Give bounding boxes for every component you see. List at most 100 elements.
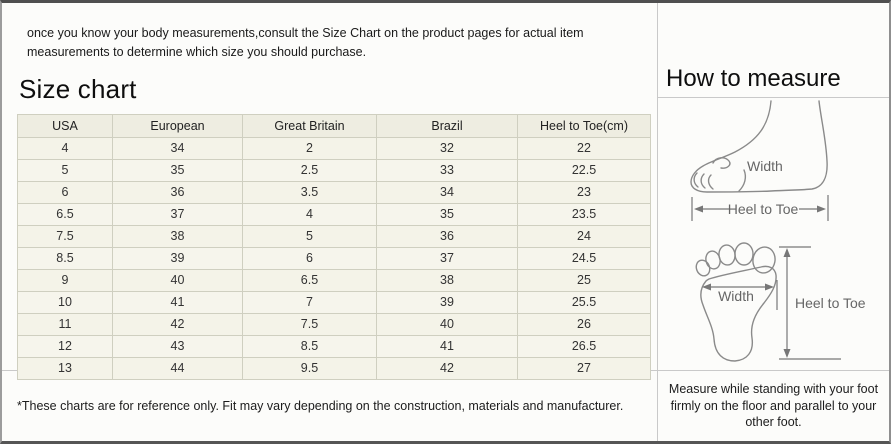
table-cell: 7.5: [17, 224, 113, 248]
table-cell: 41: [376, 334, 518, 358]
table-cell: 5: [17, 158, 113, 182]
table-cell: 3.5: [242, 180, 377, 204]
table-cell: 34: [112, 136, 243, 160]
table-cell: 40: [112, 268, 243, 292]
table-cell: 43: [112, 334, 243, 358]
toe-line: [707, 173, 714, 190]
up-arrow-icon: [783, 247, 790, 257]
left-arrow-icon: [693, 205, 703, 212]
table-cell: 33: [376, 158, 518, 182]
table-cell: 44: [112, 356, 243, 380]
table-cell: 42: [376, 356, 518, 380]
sole-heel-to-toe-label: Heel to Toe: [795, 295, 866, 311]
table-cell: 6: [17, 180, 113, 204]
how-to-measure-title: How to measure: [658, 3, 889, 98]
table-cell: 38: [376, 268, 518, 292]
table-cell: 12: [17, 334, 113, 358]
table-cell: 4: [17, 136, 113, 160]
side-foot-sketch: Width Heel to Toe: [689, 99, 829, 221]
instep-line: [711, 156, 731, 169]
table-cell: 37: [112, 202, 243, 226]
table-cell: 35: [376, 202, 518, 226]
how-to-measure-section: How to measure Width: [658, 3, 889, 371]
reference-footnote: *These charts are for reference only. Fi…: [2, 371, 658, 441]
table-row: 10 41 7 39 25.5: [17, 290, 651, 314]
header-heel-to-toe: Heel to Toe(cm): [517, 113, 651, 138]
table-row: 9 40 6.5 38 25: [17, 268, 651, 292]
header-great-britain: Great Britain: [242, 113, 377, 138]
left-arrow-icon: [701, 283, 711, 290]
table-cell: 40: [376, 312, 518, 336]
header-european: European: [112, 113, 243, 138]
table-cell: 2: [242, 136, 377, 160]
table-cell: 25.5: [517, 290, 651, 314]
table-cell: 11: [17, 312, 113, 336]
sole-foot-sketch: Width Heel to Toe: [695, 241, 866, 362]
table-cell: 38: [112, 224, 243, 248]
sole-outline: [699, 265, 777, 362]
table-cell: 22.5: [517, 158, 651, 182]
table-row: 6 36 3.5 34 23: [17, 180, 651, 204]
table-row: 8.5 39 6 37 24.5: [17, 246, 651, 270]
toe-line: [699, 172, 706, 189]
table-cell: 32: [376, 136, 518, 160]
side-foot-diagram: Width Heel to Toe: [658, 98, 889, 229]
big-toe: [751, 245, 776, 274]
sole-width-label: Width: [718, 288, 754, 304]
table-cell: 2.5: [242, 158, 377, 182]
table-cell: 6.5: [242, 268, 377, 292]
table-cell: 37: [376, 246, 518, 270]
table-cell: 7: [242, 290, 377, 314]
table-cell: 8.5: [242, 334, 377, 358]
table-cell: 6.5: [17, 202, 113, 226]
table-header: USA European Great Britain Brazil Heel t…: [17, 113, 651, 138]
table-cell: 23: [517, 180, 651, 204]
side-heel-to-toe-label: Heel to Toe: [727, 201, 798, 217]
little-toe: [695, 258, 710, 277]
table-body: 4 34 2 32 22 5 35 2.5 33 22.5 6 36 3.5 34 23 6.5 37 4 3…: [17, 136, 651, 380]
table-cell: 27: [517, 356, 651, 380]
intro-text: once you know your body measurements,con…: [27, 26, 584, 59]
header-brazil: Brazil: [376, 113, 518, 138]
table-cell: 35: [112, 158, 243, 182]
table-cell: 34: [376, 180, 518, 204]
table-header-row: USA European Great Britain Brazil Heel t…: [17, 113, 651, 138]
table-cell: 13: [17, 356, 113, 380]
table-cell: 42: [112, 312, 243, 336]
table-cell: 6: [242, 246, 377, 270]
table-row: 6.5 37 4 35 23.5: [17, 202, 651, 226]
table-cell: 36: [376, 224, 518, 248]
table-cell: 5: [242, 224, 377, 248]
table-cell: 39: [376, 290, 518, 314]
table-row: 12 43 8.5 41 26.5: [17, 334, 651, 358]
table-cell: 7.5: [242, 312, 377, 336]
size-conversion-table: USA European Great Britain Brazil Heel t…: [17, 113, 651, 380]
table-cell: 8.5: [17, 246, 113, 270]
table-cell: 23.5: [517, 202, 651, 226]
table-cell: 9.5: [242, 356, 377, 380]
table-row: 4 34 2 32 22: [17, 136, 651, 160]
table-row: 13 44 9.5 42 27: [17, 356, 651, 380]
size-chart-section: once you know your body measurements,con…: [2, 3, 658, 380]
table-cell: 25: [517, 268, 651, 292]
foot-outline: [689, 99, 828, 193]
header-usa: USA: [17, 113, 113, 138]
down-arrow-icon: [783, 348, 790, 358]
table-cell: 9: [17, 268, 113, 292]
table-cell: 36: [112, 180, 243, 204]
toe: [733, 241, 754, 266]
table-cell: 26.5: [517, 334, 651, 358]
side-width-label: Width: [747, 158, 783, 174]
table-row: 7.5 38 5 36 24: [17, 224, 651, 248]
table-cell: 39: [112, 246, 243, 270]
table-cell: 22: [517, 136, 651, 160]
table-cell: 26: [517, 312, 651, 336]
table-row: 5 35 2.5 33 22.5: [17, 158, 651, 182]
table-cell: 10: [17, 290, 113, 314]
size-chart-title: Size chart: [19, 73, 137, 104]
sole-foot-diagram: Width Heel to Toe: [658, 229, 889, 370]
table-cell: 4: [242, 202, 377, 226]
toe-line: [692, 171, 699, 188]
table-row: 11 42 7.5 40 26: [17, 312, 651, 336]
